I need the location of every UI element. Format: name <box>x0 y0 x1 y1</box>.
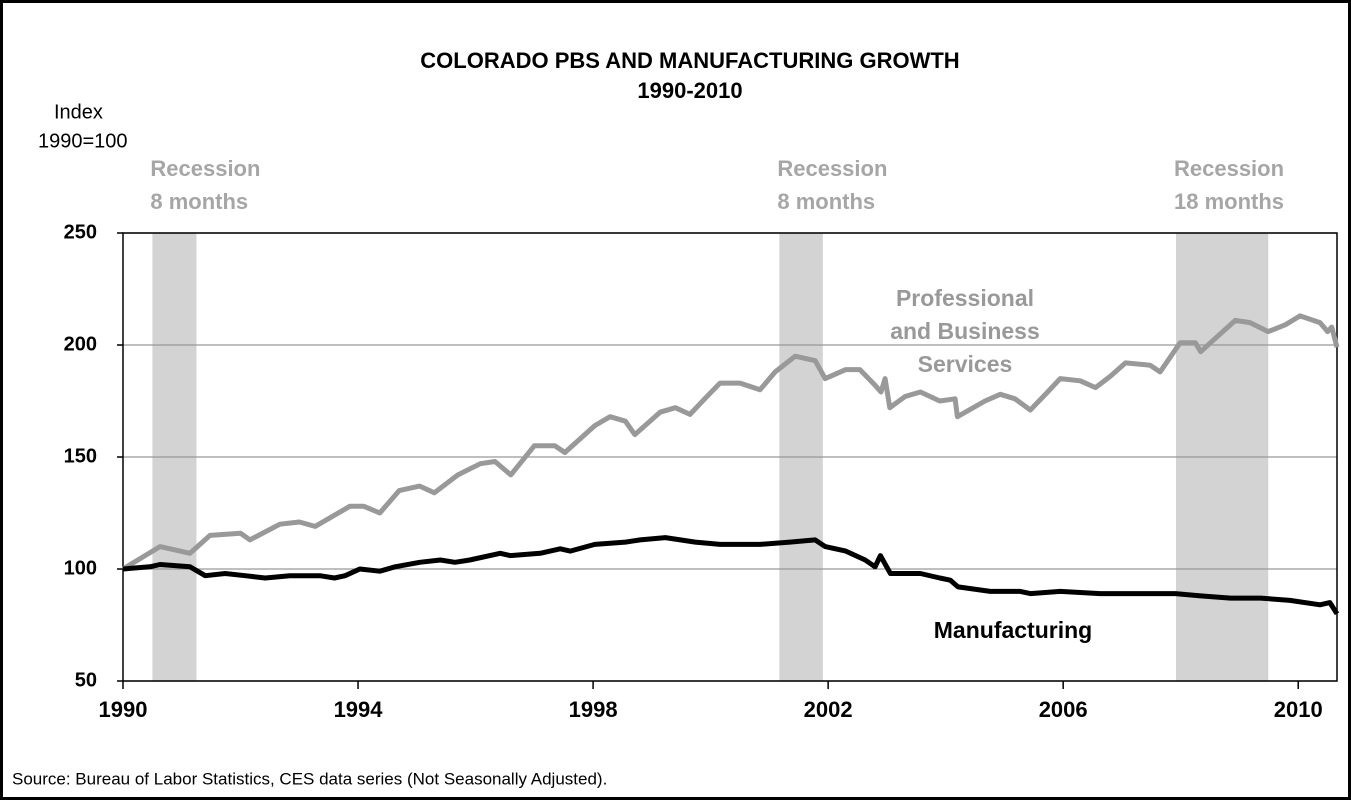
x-tick-label: 1990 <box>99 697 148 722</box>
recession-label: Recession <box>1174 156 1284 181</box>
source-note: Source: Bureau of Labor Statistics, CES … <box>12 769 607 788</box>
x-tick-label: 1994 <box>334 697 384 722</box>
series-label: Professional and Business Services <box>890 285 1040 377</box>
y-tick-label: 250 <box>64 221 97 243</box>
x-tick-label: 2002 <box>804 697 853 722</box>
series-line <box>122 535 1340 616</box>
y-tick-label: 200 <box>64 333 97 355</box>
y-tick-label: 100 <box>64 557 97 579</box>
y-tick-label: 50 <box>75 669 97 691</box>
plot-frame <box>122 232 1338 682</box>
chart-title: COLORADO PBS AND MANUFACTURING GROWTH <box>420 48 959 73</box>
recession-label: 8 months <box>150 189 248 214</box>
series-line <box>121 313 1340 572</box>
recession-label: 8 months <box>777 189 875 214</box>
x-tick-label: 2006 <box>1039 697 1088 722</box>
recession-label: Recession <box>150 156 260 181</box>
y-tick-label: 150 <box>64 445 97 467</box>
recession-label: 18 months <box>1174 189 1284 214</box>
series-label: Manufacturing <box>934 617 1092 643</box>
x-tick-label: 2010 <box>1274 697 1323 722</box>
recession-label: Recession <box>777 156 887 181</box>
chart-subtitle: 1990-2010 <box>637 78 742 103</box>
y-axis-label: Index <box>54 101 103 123</box>
y-axis-label: 1990=100 <box>38 130 128 152</box>
x-tick-label: 1998 <box>569 697 618 722</box>
